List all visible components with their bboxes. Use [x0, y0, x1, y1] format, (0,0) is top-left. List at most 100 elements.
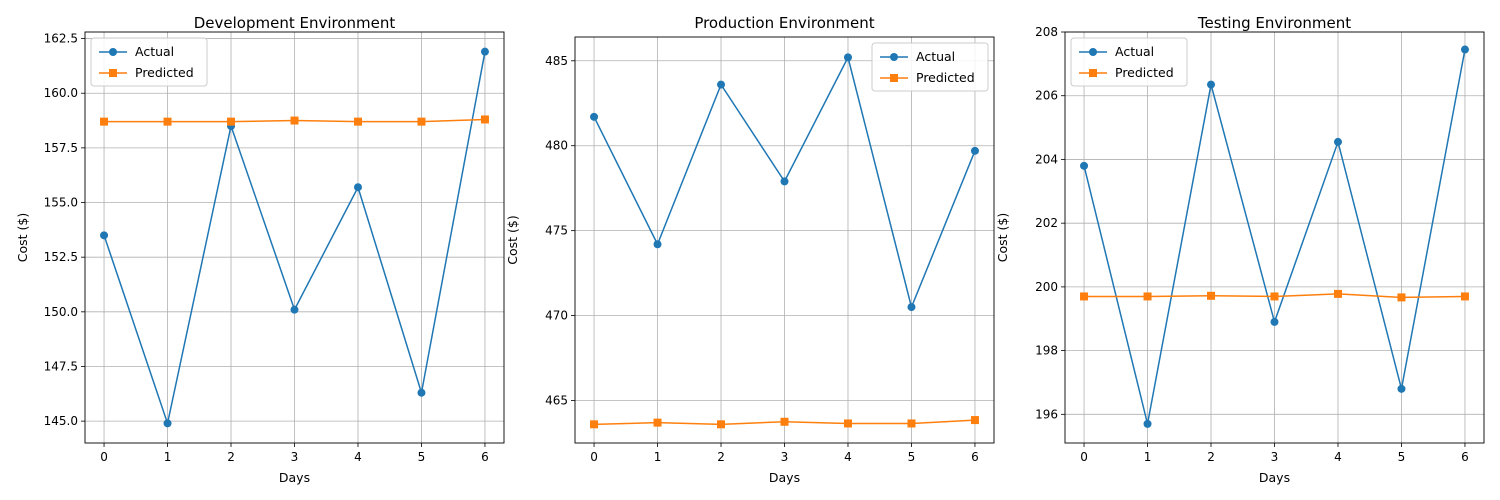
data-point [970, 416, 979, 425]
series-actual [590, 53, 979, 312]
data-point [1080, 292, 1089, 301]
data-point [353, 183, 362, 192]
y-tick-label: 202 [1035, 216, 1058, 230]
data-point [590, 420, 599, 429]
legend-marker [890, 53, 898, 61]
chart-title: Production Environment [694, 14, 874, 32]
legend-box [90, 37, 208, 87]
x-tick-label: 0 [100, 450, 108, 464]
chart-title: Testing Environment [1197, 14, 1351, 32]
legend: Actual Predicted [871, 42, 989, 92]
x-axis-label: Days [279, 470, 310, 485]
data-point [717, 420, 726, 429]
data-point [417, 117, 426, 126]
y-axis-label: Cost ($) [505, 215, 520, 264]
legend-box [871, 42, 989, 92]
data-point [907, 303, 916, 312]
data-point [653, 418, 662, 427]
data-point [290, 116, 299, 125]
series-actual [1080, 45, 1469, 428]
data-point [1080, 161, 1089, 170]
x-tick-label: 3 [781, 450, 789, 464]
data-point [227, 117, 236, 126]
legend-box [1070, 37, 1188, 87]
data-point [100, 231, 109, 240]
x-tick-label: 3 [291, 450, 299, 464]
legend-marker [1089, 48, 1097, 56]
x-tick-label: 4 [1334, 450, 1342, 464]
data-point [163, 419, 172, 428]
x-tick-label: 3 [1271, 450, 1279, 464]
grid-lines [1065, 31, 1484, 443]
x-tick-label: 5 [908, 450, 916, 464]
x-tick-label: 4 [844, 450, 852, 464]
data-point [1460, 45, 1469, 54]
data-point [480, 115, 489, 124]
data-point [907, 419, 916, 428]
data-point [843, 419, 852, 428]
chart-title: Development Environment [194, 14, 396, 32]
y-tick-label: 208 [1035, 25, 1058, 39]
y-tick-label: 150.0 [44, 305, 78, 319]
series-actual [100, 47, 489, 428]
data-point [843, 53, 852, 62]
y-tick-label: 470 [545, 309, 568, 323]
x-tick-label: 0 [590, 450, 598, 464]
data-point [353, 117, 362, 126]
data-point [1333, 289, 1342, 298]
data-point [100, 117, 109, 126]
x-tick-label: 2 [227, 450, 235, 464]
legend-marker [109, 69, 117, 77]
grid-lines [85, 32, 504, 443]
chart-panel-1: 0 1 2 3 4 5 6 465 470 475 480 485 Production Environ… [505, 14, 995, 485]
x-tick-label: 5 [418, 450, 426, 464]
data-point [590, 112, 599, 121]
y-tick-label: 160.0 [44, 86, 78, 100]
x-tick-label: 1 [1144, 450, 1152, 464]
x-tick-label: 5 [1398, 450, 1406, 464]
y-tick-label: 200 [1035, 280, 1058, 294]
data-point [290, 305, 299, 314]
chart-panel-2: 0 1 2 3 4 5 6 196 198 200 202 204 206 208 Testing Envi… [995, 14, 1485, 485]
data-point [780, 417, 789, 426]
x-tick-label: 6 [1461, 450, 1469, 464]
legend-label: Predicted [135, 65, 194, 80]
legend-label: Actual [1115, 44, 1154, 59]
data-point [1270, 292, 1279, 301]
chart-panel-0: 0 1 2 3 4 5 6 145.0 147.5 150.0 152.5 155.0 157.5 160… [15, 14, 505, 485]
data-point [1207, 80, 1216, 89]
x-axis-label: Days [1259, 470, 1290, 485]
data-point [653, 240, 662, 249]
x-tick-label: 4 [354, 450, 362, 464]
data-point [1397, 293, 1406, 302]
y-tick-label: 155.0 [44, 196, 78, 210]
x-tick-label: 2 [717, 450, 725, 464]
x-tick-label: 6 [971, 450, 979, 464]
y-axis-label: Cost ($) [15, 213, 30, 262]
y-tick-label: 198 [1035, 344, 1058, 358]
x-tick-label: 6 [481, 450, 489, 464]
data-point [1143, 419, 1152, 428]
y-tick-label: 147.5 [44, 359, 78, 373]
legend-marker [1089, 69, 1097, 77]
data-point [970, 146, 979, 155]
y-tick-label: 204 [1035, 152, 1058, 166]
data-point [480, 47, 489, 56]
data-point [1207, 291, 1216, 300]
x-tick-label: 1 [654, 450, 662, 464]
legend-marker [890, 74, 898, 82]
series-predicted [1080, 289, 1469, 302]
legend: Actual Predicted [1070, 37, 1188, 87]
y-tick-label: 196 [1035, 407, 1058, 421]
x-tick-label: 2 [1207, 450, 1215, 464]
y-tick-label: 465 [545, 394, 568, 408]
data-point [1460, 292, 1469, 301]
series-predicted [590, 416, 979, 429]
legend-label: Actual [916, 49, 955, 64]
y-tick-label: 475 [545, 224, 568, 238]
data-point [1397, 384, 1406, 393]
data-point [1270, 317, 1279, 326]
y-tick-label: 152.5 [44, 250, 78, 264]
data-point [417, 388, 426, 397]
